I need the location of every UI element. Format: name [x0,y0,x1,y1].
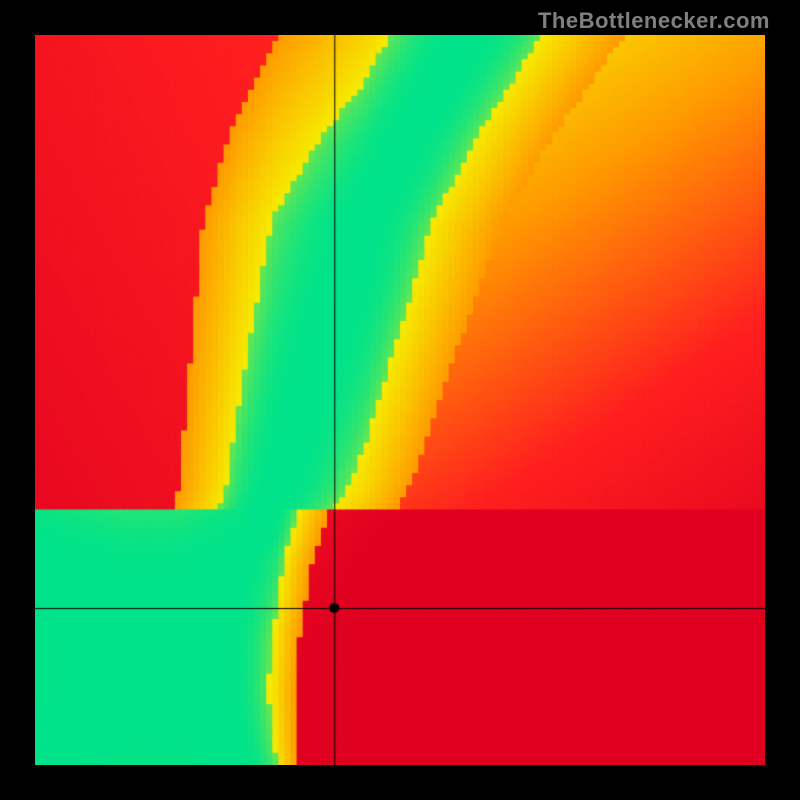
heatmap-plot [35,35,765,765]
heatmap-canvas [35,35,765,765]
watermark-text: TheBottlenecker.com [538,8,770,34]
root: TheBottlenecker.com [0,0,800,800]
